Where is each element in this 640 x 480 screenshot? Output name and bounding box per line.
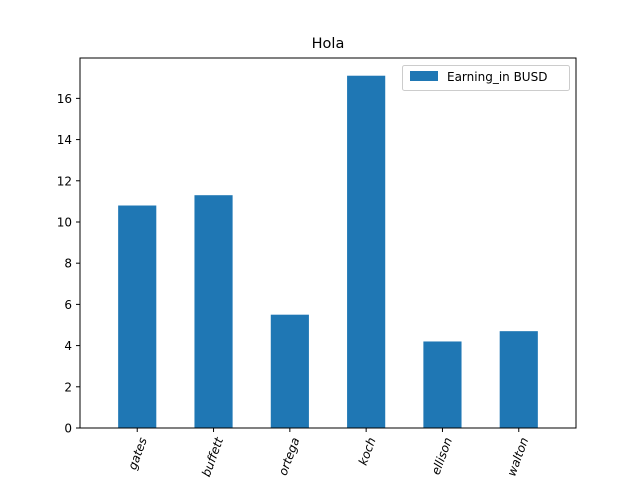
x-tick-label-buffett: buffett [199, 434, 227, 478]
y-tick-label: 10 [57, 215, 72, 229]
legend-swatch [410, 71, 438, 81]
y-tick-label: 2 [64, 380, 72, 394]
y-tick-label: 0 [64, 422, 72, 436]
y-tick-label: 16 [57, 92, 72, 106]
legend-label: Earning_in BUSD [447, 70, 547, 84]
y-axis: 0 2 4 6 8 10 12 14 16 [57, 92, 80, 436]
bar-ellison [423, 341, 462, 428]
bar-buffett [194, 195, 233, 428]
x-tick-label-walton: walton [504, 436, 531, 479]
y-tick-label: 8 [64, 257, 72, 271]
y-tick-label: 14 [57, 133, 72, 147]
x-tick-label-ellison: ellison [429, 436, 455, 477]
x-axis: gates buffett ortega koch ellison walton [125, 428, 531, 479]
x-tick-label-gates: gates [125, 436, 150, 472]
plot-area-frame [79, 57, 577, 429]
x-tick-label-koch: koch [356, 436, 379, 468]
bar-gates [118, 205, 157, 428]
y-tick-label: 12 [57, 174, 72, 188]
chart-title: Hola [312, 36, 345, 52]
legend: Earning_in BUSD [402, 65, 570, 91]
y-tick-label: 4 [64, 339, 72, 353]
x-tick-label-ortega: ortega [276, 436, 303, 478]
legend-frame [402, 65, 570, 91]
bar-koch [347, 75, 386, 428]
bars-group [118, 75, 538, 428]
bar-walton [499, 331, 538, 428]
bar-ortega [270, 314, 309, 428]
y-tick-label: 6 [64, 298, 72, 312]
